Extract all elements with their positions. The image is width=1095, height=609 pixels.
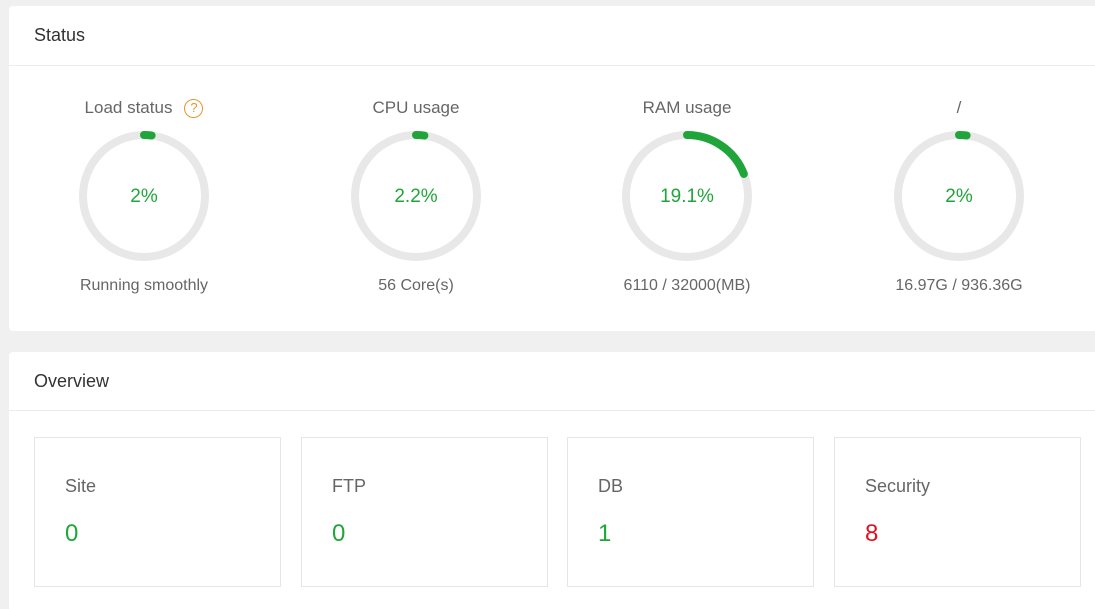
gauge-progress-arc xyxy=(351,131,481,261)
card-value[interactable]: 8 xyxy=(865,520,879,547)
gauge-ring[interactable] xyxy=(621,130,753,262)
gauge-disk-root: / 2% 16.97G / 936.36G xyxy=(859,6,1059,331)
gauge-subtitle: 16.97G / 936.36G xyxy=(895,277,1023,294)
gauge-value: 2% xyxy=(945,186,973,207)
gauge-value: 19.1% xyxy=(660,186,714,207)
overview-panel-title: Overview xyxy=(9,352,1095,411)
gauge-progress-arc xyxy=(894,131,1024,261)
gauge-title: / xyxy=(956,98,962,117)
overview-card-ftp[interactable]: FTP 0 xyxy=(301,437,548,587)
overview-card-site[interactable]: Site 0 xyxy=(34,437,281,587)
gauge-ram-usage: RAM usage 19.1% 6110 / 32000(MB) xyxy=(587,6,787,331)
card-label: DB xyxy=(598,476,624,496)
gauge-value: 2% xyxy=(130,186,158,207)
gauge-progress-arc xyxy=(622,131,752,261)
gauge-ring[interactable] xyxy=(78,130,210,262)
card-label: Site xyxy=(65,476,97,496)
gauge-title: RAM usage xyxy=(642,98,732,117)
question-circle-icon[interactable]: ? xyxy=(184,99,204,118)
gauge-subtitle: 6110 / 32000(MB) xyxy=(623,277,751,294)
gauge-title-text: Load status xyxy=(84,98,173,117)
status-panel-title: Status xyxy=(9,6,1095,66)
gauge-value: 2.2% xyxy=(394,186,438,207)
gauge-title: Load status? xyxy=(44,98,244,118)
gauge-title: CPU usage xyxy=(372,98,460,117)
gauge-ring[interactable] xyxy=(893,130,1025,262)
card-label: Security xyxy=(865,476,931,496)
overview-panel: Overview Site 0 FTP 0 DB 1 Security 8 xyxy=(9,352,1095,609)
card-value[interactable]: 0 xyxy=(65,520,79,547)
gauge-progress-arc xyxy=(79,131,209,261)
gauge-cpu-usage: CPU usage 2.2% 56 Core(s) xyxy=(316,6,516,331)
gauge-ring[interactable] xyxy=(350,130,482,262)
card-value[interactable]: 1 xyxy=(598,520,612,547)
status-panel: Status Load status? 2% Running smoothly … xyxy=(9,6,1095,331)
gauge-subtitle: 56 Core(s) xyxy=(378,277,454,294)
overview-card-security[interactable]: Security 8 xyxy=(834,437,1081,587)
gauge-load-status: Load status? 2% Running smoothly xyxy=(44,6,244,331)
overview-card-db[interactable]: DB 1 xyxy=(567,437,814,587)
card-label: FTP xyxy=(332,476,366,496)
gauge-subtitle: Running smoothly xyxy=(79,277,209,294)
card-value[interactable]: 0 xyxy=(332,520,346,547)
